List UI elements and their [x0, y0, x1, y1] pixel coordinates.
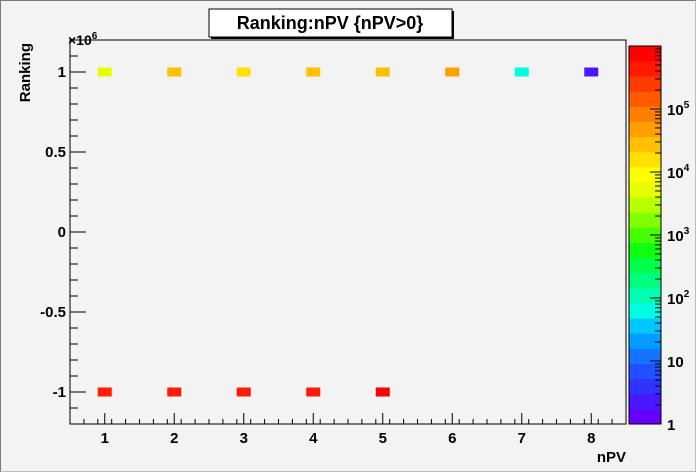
heatmap-cell — [306, 387, 321, 397]
palette-tick-base: 10 — [667, 291, 684, 308]
palette-swatch — [629, 227, 661, 243]
palette-swatch — [629, 287, 661, 304]
palette-tick-base: 10 — [667, 228, 684, 245]
heatmap-cell — [236, 67, 251, 77]
heatmap-cell — [306, 67, 321, 77]
palette-swatch — [629, 318, 661, 334]
palette-swatch — [629, 333, 661, 349]
palette-swatch — [629, 363, 661, 380]
palette-tick-base: 10 — [667, 102, 684, 119]
heatmap-cell — [167, 387, 182, 397]
palette-tick-exponent: 3 — [684, 226, 690, 237]
palette-tick-label: 104 — [667, 163, 690, 182]
palette-swatch — [629, 136, 661, 153]
palette-tick-base: 10 — [667, 165, 684, 182]
palette-tick-base: 10 — [667, 354, 684, 371]
palette-swatch — [629, 61, 661, 77]
y-tick-label: 1 — [58, 64, 66, 81]
heatmap-cell — [375, 387, 390, 397]
heatmap-cell — [236, 387, 251, 397]
heatmap-cell — [445, 67, 460, 77]
palette-swatch — [629, 408, 661, 425]
axis-ticks: 1 2 3 4 5 6 7 8 1 0.5 0 -0.5 -1 — [40, 39, 627, 447]
palette-tick-label: 102 — [667, 289, 690, 308]
palette-swatch — [629, 272, 661, 289]
heatmap-cell — [584, 67, 599, 77]
y-tick-label: 0 — [58, 224, 66, 241]
x-tick-label: 6 — [448, 430, 456, 447]
heatmap-cells — [97, 67, 599, 397]
palette-swatch — [629, 303, 661, 319]
x-axis-label: nPV — [597, 449, 626, 466]
palette-tick-label: 10 — [667, 354, 684, 371]
x-tick-label: 7 — [518, 430, 526, 447]
heatmap-cell — [375, 67, 390, 77]
palette-tick-label: 1 — [667, 417, 675, 434]
palette-swatch — [629, 257, 661, 274]
palette-swatch — [629, 197, 661, 213]
y-axis-multiplier: ×106 — [68, 31, 98, 48]
y-tick-label: -0.5 — [40, 304, 66, 321]
palette-swatch — [629, 393, 661, 410]
heatmap-cell — [97, 67, 112, 77]
y-multiplier-exponent: 6 — [92, 31, 98, 42]
palette-swatch — [629, 212, 661, 228]
x-tick-label: 2 — [170, 430, 178, 447]
palette-tick-exponent: 5 — [684, 100, 690, 111]
heatmap-cell — [97, 387, 112, 397]
x-tick-label: 1 — [101, 430, 109, 447]
plot-area — [69, 39, 627, 425]
palette-swatch — [629, 91, 661, 107]
y-axis-label: Ranking — [17, 43, 34, 102]
palette-swatch — [629, 151, 661, 168]
palette-swatch — [629, 378, 661, 395]
palette-swatch — [629, 182, 661, 198]
y-tick-label: -1 — [53, 384, 66, 401]
palette-swatch — [629, 121, 661, 138]
chart-title: Ranking:nPV {nPV>0} — [237, 13, 424, 33]
heatmap-cell — [167, 67, 182, 77]
palette-swatch — [629, 106, 661, 122]
x-tick-label: 5 — [379, 430, 387, 447]
heatmap-cell — [514, 67, 529, 77]
x-tick-label: 4 — [309, 430, 318, 447]
palette-tick-label: 103 — [667, 226, 690, 245]
palette-swatch — [629, 166, 661, 183]
palette-tick-exponent: 4 — [684, 163, 690, 174]
y-tick-label: 0.5 — [45, 144, 66, 161]
palette-tick-base: 1 — [667, 417, 675, 434]
palette-swatch — [629, 76, 661, 92]
x-tick-label: 3 — [240, 430, 248, 447]
palette-tick-label: 105 — [667, 100, 690, 119]
x-tick-label: 8 — [587, 430, 595, 447]
color-palette-bar — [628, 45, 662, 425]
palette-swatch — [629, 242, 661, 259]
palette-swatch — [629, 46, 661, 62]
y-multiplier-base: ×10 — [68, 32, 92, 48]
title-box — [208, 8, 453, 38]
palette-tick-exponent: 2 — [684, 289, 690, 300]
palette-swatch — [629, 348, 661, 364]
